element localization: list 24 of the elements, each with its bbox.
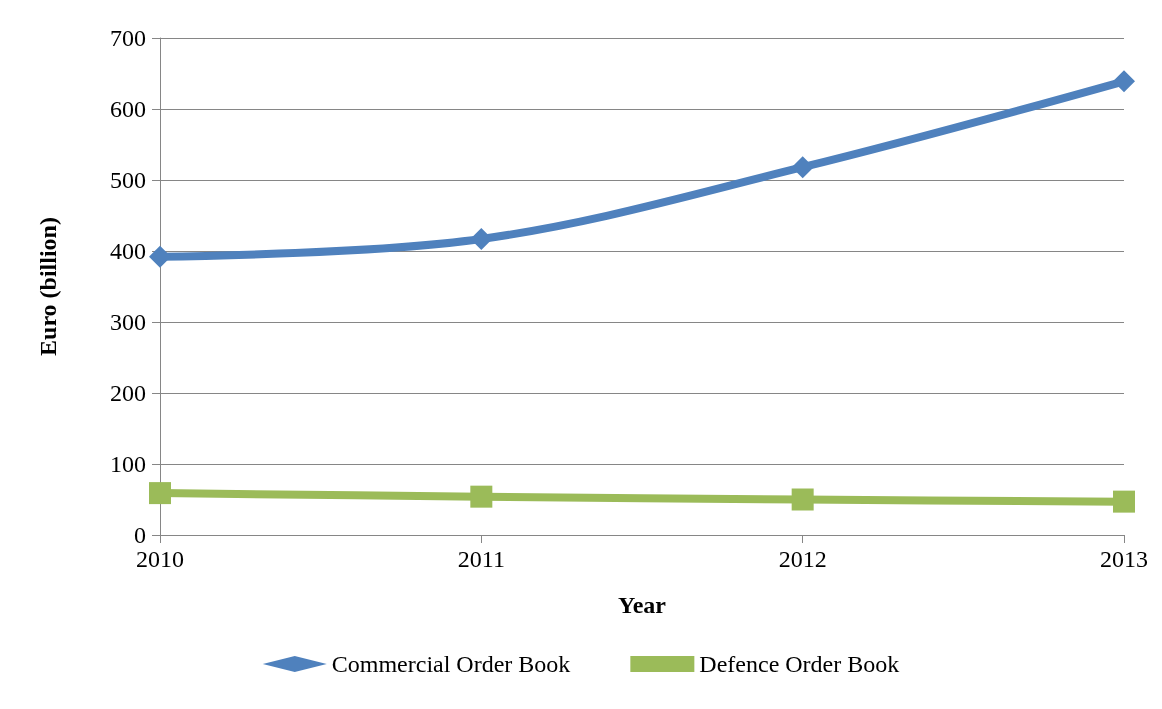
- point: [1113, 70, 1135, 93]
- point: [470, 227, 493, 250]
- legend-label: Commercial Order Book: [331, 651, 571, 677]
- y-tick-label: 700: [110, 25, 146, 51]
- y-tick-label: 600: [110, 96, 146, 122]
- x-tick-label: 2012: [778, 546, 827, 572]
- point: [149, 482, 171, 505]
- point: [791, 488, 814, 511]
- point: [470, 485, 493, 508]
- y-tick-label: 0: [134, 522, 146, 548]
- y-tick-label: 400: [110, 238, 146, 264]
- x-axis-title: Year: [618, 592, 667, 618]
- legend-label: Defence Order Book: [699, 651, 900, 677]
- y-tick-label: 300: [110, 309, 146, 335]
- x-tick-label: 2011: [457, 546, 505, 572]
- x-tick-label: 2013: [1100, 546, 1148, 572]
- y-tick-label: 200: [110, 380, 146, 406]
- y-tick-label: 100: [110, 451, 146, 477]
- y-axis-title: Euro (billion): [35, 217, 61, 356]
- y-tick-label: 500: [110, 167, 146, 193]
- point: [791, 156, 814, 179]
- point: [1113, 490, 1135, 513]
- x-tick-label: 2010: [136, 546, 184, 572]
- point: [149, 245, 171, 268]
